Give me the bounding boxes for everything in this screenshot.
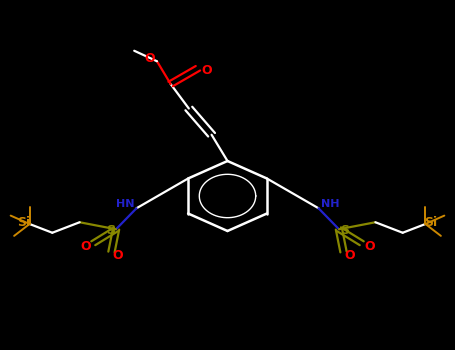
Text: S: S [340,224,349,237]
Text: Si: Si [17,216,30,230]
Text: O: O [144,52,155,65]
Text: NH: NH [321,199,339,209]
Text: HN: HN [116,199,134,209]
Text: S: S [106,224,115,237]
Text: O: O [81,239,91,253]
Text: O: O [364,239,374,253]
Text: O: O [201,63,212,77]
Text: O: O [344,249,355,262]
Text: Si: Si [425,216,438,230]
Text: O: O [112,249,123,262]
